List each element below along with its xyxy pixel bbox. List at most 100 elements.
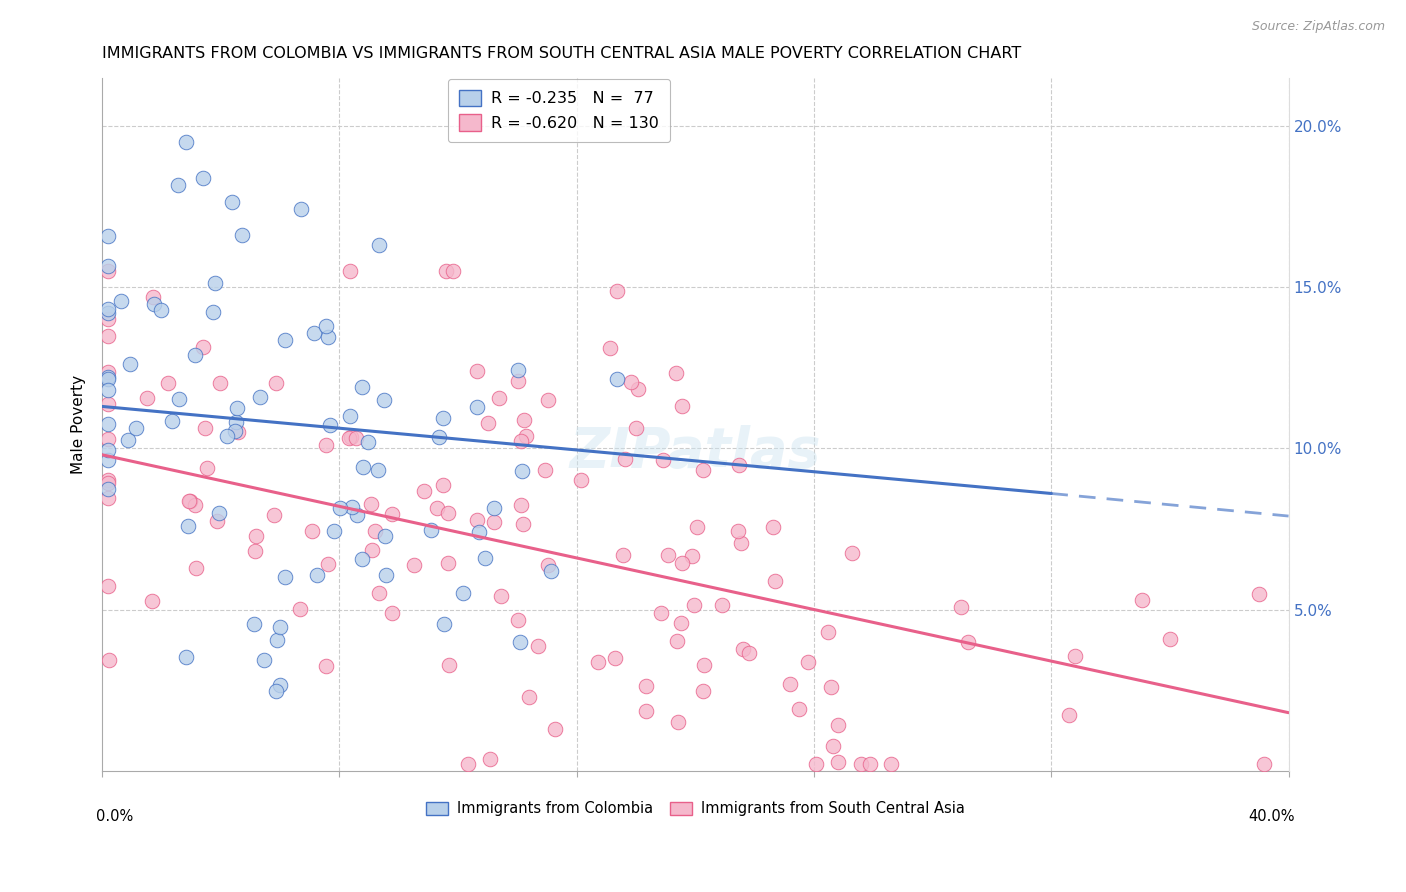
- Point: [657, 548, 679, 562]
- Point: [302, 326, 325, 340]
- Point: [97, 372, 120, 386]
- Point: [620, 375, 643, 389]
- Point: [436, 556, 458, 570]
- Point: [231, 227, 253, 242]
- Point: [950, 600, 973, 615]
- Point: [97, 442, 120, 457]
- Point: [827, 755, 849, 769]
- Point: [316, 329, 339, 343]
- Point: [174, 649, 197, 664]
- Point: [315, 438, 337, 452]
- Point: [763, 574, 786, 589]
- Point: [586, 655, 609, 669]
- Point: [727, 524, 749, 538]
- Point: [665, 366, 688, 380]
- Text: IMMIGRANTS FROM COLOMBIA VS IMMIGRANTS FROM SOUTH CENTRAL ASIA MALE POVERTY CORR: IMMIGRANTS FROM COLOMBIA VS IMMIGRANTS F…: [103, 46, 1022, 62]
- Text: 40.0%: 40.0%: [1249, 809, 1295, 824]
- Point: [221, 194, 243, 209]
- Point: [762, 520, 785, 534]
- Point: [506, 613, 529, 627]
- Point: [352, 552, 374, 566]
- Point: [315, 318, 337, 333]
- Point: [624, 421, 647, 435]
- Point: [273, 570, 295, 584]
- Point: [97, 475, 120, 490]
- Point: [288, 601, 311, 615]
- Point: [692, 463, 714, 477]
- Point: [671, 556, 693, 570]
- Point: [738, 646, 761, 660]
- Point: [441, 264, 464, 278]
- Point: [141, 594, 163, 608]
- Text: Source: ZipAtlas.com: Source: ZipAtlas.com: [1251, 20, 1385, 33]
- Point: [650, 606, 672, 620]
- Point: [634, 704, 657, 718]
- Point: [323, 524, 346, 538]
- Point: [537, 558, 560, 572]
- Point: [651, 452, 673, 467]
- Point: [195, 461, 218, 475]
- Point: [728, 458, 751, 473]
- Point: [97, 482, 120, 496]
- Point: [510, 498, 533, 512]
- Point: [851, 757, 873, 772]
- Point: [451, 586, 474, 600]
- Point: [346, 508, 368, 522]
- Point: [156, 376, 179, 390]
- Point: [477, 416, 499, 430]
- Point: [301, 524, 323, 539]
- Point: [544, 722, 567, 736]
- Point: [381, 507, 404, 521]
- Point: [879, 757, 901, 772]
- Point: [513, 413, 536, 427]
- Point: [160, 414, 183, 428]
- Point: [202, 305, 225, 319]
- Point: [859, 757, 882, 772]
- Point: [671, 615, 693, 630]
- Point: [215, 429, 238, 443]
- Point: [352, 460, 374, 475]
- Point: [97, 433, 120, 447]
- Point: [97, 369, 120, 384]
- Point: [193, 340, 215, 354]
- Point: [97, 264, 120, 278]
- Point: [253, 653, 276, 667]
- Point: [488, 392, 510, 406]
- Point: [97, 383, 120, 397]
- Point: [174, 135, 197, 149]
- Point: [665, 633, 688, 648]
- Point: [249, 390, 271, 404]
- Point: [666, 714, 689, 729]
- Point: [184, 348, 207, 362]
- Point: [789, 701, 811, 715]
- Point: [506, 362, 529, 376]
- Point: [606, 372, 628, 386]
- Point: [194, 421, 217, 435]
- Point: [225, 415, 247, 429]
- Point: [1064, 648, 1087, 663]
- Point: [510, 464, 533, 478]
- Point: [509, 635, 531, 649]
- Point: [437, 506, 460, 520]
- Point: [177, 494, 200, 508]
- Point: [149, 303, 172, 318]
- Point: [779, 677, 801, 691]
- Point: [534, 463, 557, 477]
- Point: [97, 452, 120, 467]
- Point: [515, 429, 537, 443]
- Point: [373, 392, 395, 407]
- Text: 0.0%: 0.0%: [96, 809, 134, 824]
- Point: [957, 635, 980, 649]
- Point: [374, 528, 396, 542]
- Point: [457, 757, 479, 772]
- Point: [226, 401, 249, 416]
- Point: [364, 524, 387, 538]
- Point: [634, 679, 657, 693]
- Point: [204, 276, 226, 290]
- Point: [804, 757, 827, 772]
- Point: [208, 506, 231, 520]
- Point: [465, 400, 488, 414]
- Point: [626, 382, 648, 396]
- Point: [360, 497, 382, 511]
- Point: [479, 752, 502, 766]
